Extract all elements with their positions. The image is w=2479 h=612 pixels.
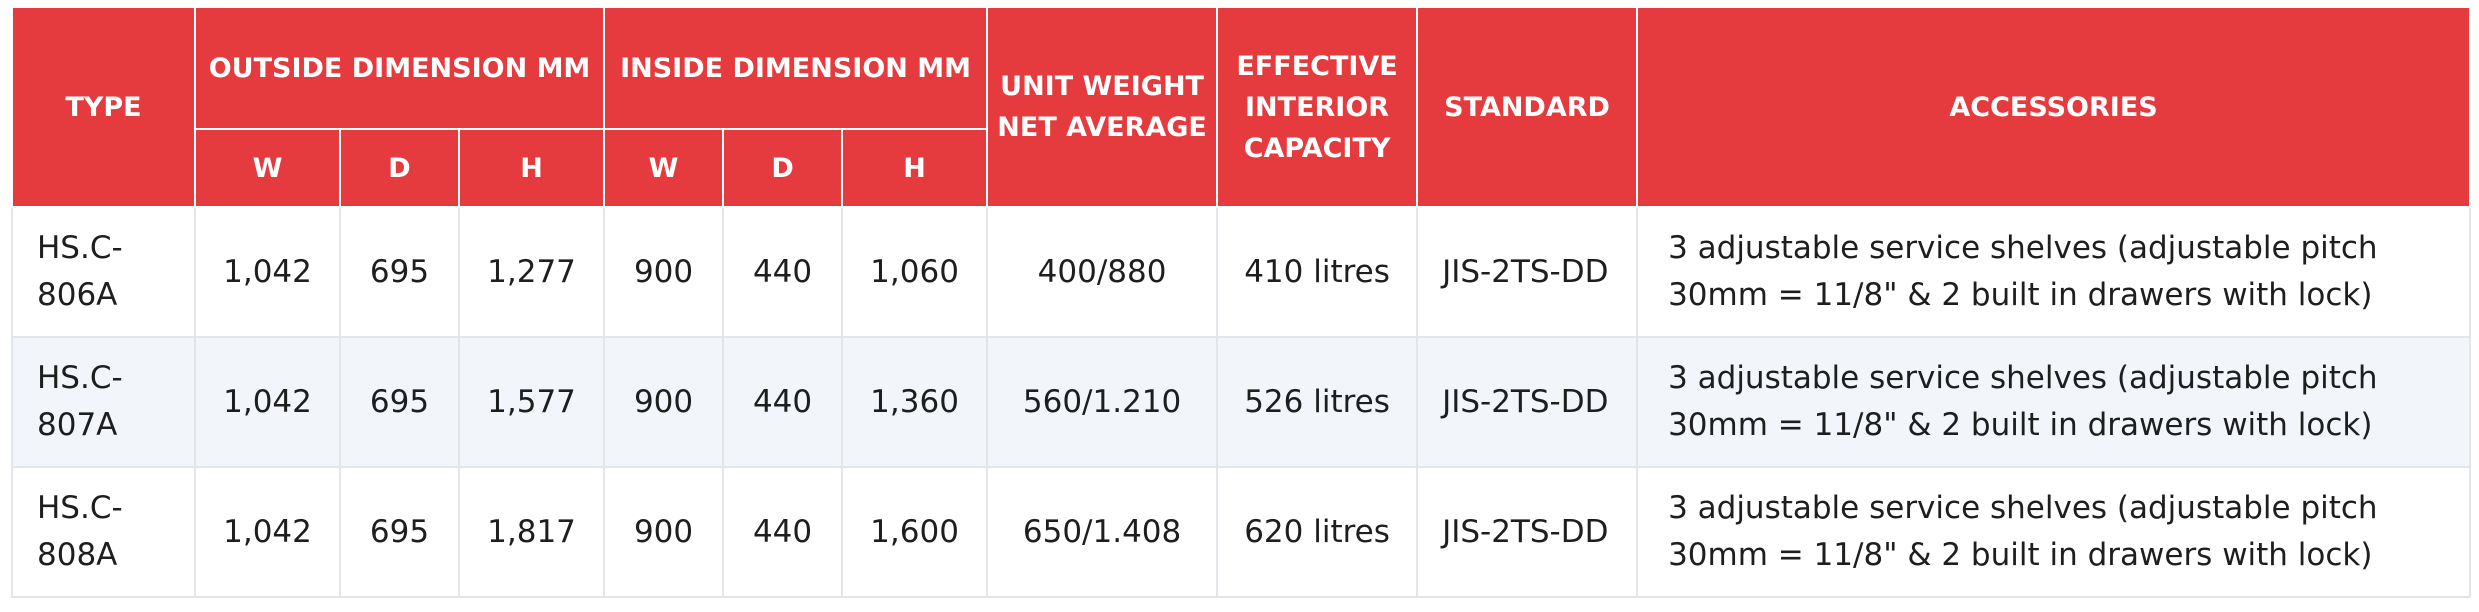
header-outside-d: D xyxy=(339,128,460,208)
table-header: TYPE OUTSIDE DIMENSION MM INSIDE DIMENSI… xyxy=(11,6,2472,208)
header-accessories: ACCESSORIES xyxy=(1636,6,2472,208)
header-outside-h: H xyxy=(457,128,606,208)
header-row-main: TYPE OUTSIDE DIMENSION MM INSIDE DIMENSI… xyxy=(11,6,2472,208)
cell-standard: JIS-2TS-DD xyxy=(1416,206,1639,338)
cell-outside-h: 1,817 xyxy=(457,466,606,598)
cell-outside-w: 1,042 xyxy=(194,206,341,338)
cell-inside-w: 900 xyxy=(603,206,725,338)
cell-inside-h: 1,600 xyxy=(841,466,989,598)
cell-standard: JIS-2TS-DD xyxy=(1416,336,1639,468)
header-inside-d: D xyxy=(722,128,844,208)
cell-inside-h: 1,060 xyxy=(841,206,989,338)
specification-table: TYPE OUTSIDE DIMENSION MM INSIDE DIMENSI… xyxy=(11,6,2472,598)
cell-inside-h: 1,360 xyxy=(841,336,989,468)
header-inside-w: W xyxy=(603,128,725,208)
table-row: HS.C-806A 1,042 695 1,277 900 440 1,060 … xyxy=(11,206,2472,338)
cell-type: HS.C-806A xyxy=(11,206,196,338)
cell-type: HS.C-807A xyxy=(11,336,196,468)
header-inside-dimension: INSIDE DIMENSION MM xyxy=(603,6,989,130)
cell-outside-d: 695 xyxy=(339,336,460,468)
header-unit-weight: UNIT WEIGHT NET AVERAGE xyxy=(986,6,1219,208)
cell-weight: 650/1.408 xyxy=(986,466,1219,598)
cell-standard: JIS-2TS-DD xyxy=(1416,466,1639,598)
cell-outside-d: 695 xyxy=(339,206,460,338)
header-outside-w: W xyxy=(194,128,341,208)
cell-outside-w: 1,042 xyxy=(194,336,341,468)
cell-weight: 400/880 xyxy=(986,206,1219,338)
header-row-sub: W D H W D H xyxy=(12,128,2470,208)
cell-capacity: 526 litres xyxy=(1216,336,1419,468)
header-standard: STANDARD xyxy=(1416,6,1639,208)
table-body: HS.C-806A 1,042 695 1,277 900 440 1,060 … xyxy=(11,206,2472,598)
cell-inside-d: 440 xyxy=(722,336,844,468)
cell-outside-w: 1,042 xyxy=(194,466,341,598)
cell-type: HS.C-808A xyxy=(11,466,196,598)
cell-accessories: 3 adjustable service shelves (adjustable… xyxy=(1636,206,2472,338)
cell-capacity: 410 litres xyxy=(1216,206,1419,338)
cell-inside-d: 440 xyxy=(722,206,844,338)
table-row: HS.C-807A 1,042 695 1,577 900 440 1,360 … xyxy=(11,336,2472,468)
cell-accessories: 3 adjustable service shelves (adjustable… xyxy=(1636,466,2472,598)
header-type: TYPE xyxy=(11,6,196,208)
spec-table-container: TYPE OUTSIDE DIMENSION MM INSIDE DIMENSI… xyxy=(11,6,2472,598)
cell-outside-h: 1,577 xyxy=(457,336,606,468)
header-outside-dimension: OUTSIDE DIMENSION MM xyxy=(193,6,606,130)
cell-accessories: 3 adjustable service shelves (adjustable… xyxy=(1636,336,2472,468)
cell-inside-d: 440 xyxy=(722,466,844,598)
cell-capacity: 620 litres xyxy=(1216,466,1419,598)
cell-outside-h: 1,277 xyxy=(457,206,606,338)
cell-weight: 560/1.210 xyxy=(986,336,1219,468)
cell-inside-w: 900 xyxy=(603,466,725,598)
table-row: HS.C-808A 1,042 695 1,817 900 440 1,600 … xyxy=(11,466,2472,598)
header-effective-capacity: EFFECTIVE INTERIOR CAPACITY xyxy=(1216,6,1419,208)
cell-outside-d: 695 xyxy=(339,466,460,598)
cell-inside-w: 900 xyxy=(603,336,725,468)
header-inside-h: H xyxy=(841,128,989,208)
